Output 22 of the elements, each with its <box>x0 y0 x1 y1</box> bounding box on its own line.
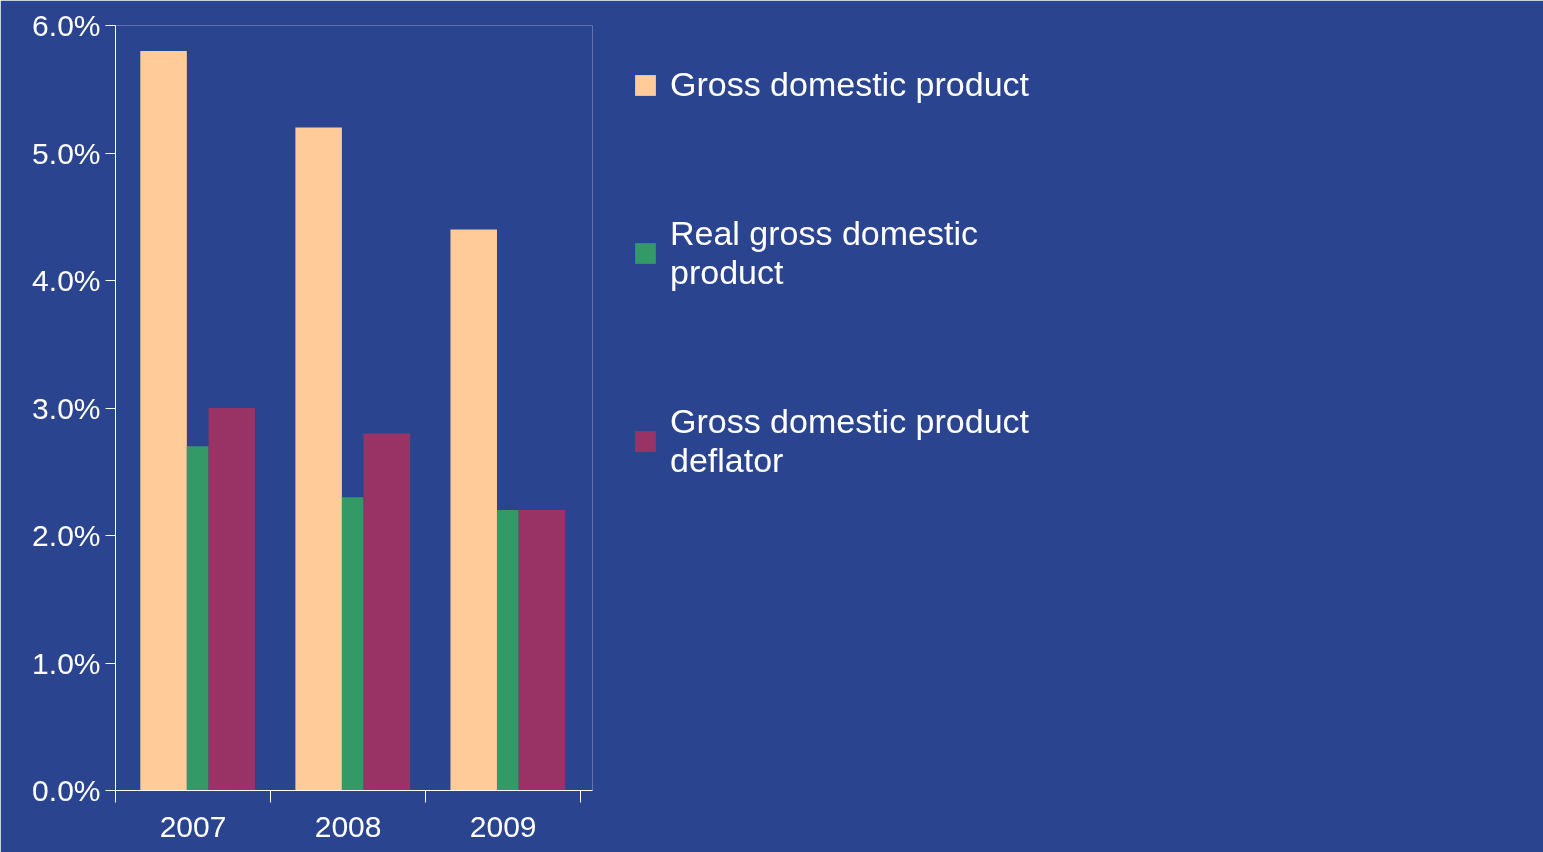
legend-label: Real gross domestic product <box>670 214 979 292</box>
bar <box>186 446 209 791</box>
y-tick-label: 1.0% <box>32 646 101 680</box>
bar <box>450 229 497 791</box>
x-tick-label: 2009 <box>469 809 537 843</box>
y-tick-label: 3.0% <box>32 391 101 425</box>
bar <box>295 127 342 791</box>
y-tick-label: 4.0% <box>32 264 101 297</box>
y-tick-label: 2.0% <box>32 519 101 552</box>
bar <box>496 510 519 791</box>
bar <box>341 497 364 791</box>
bar <box>363 433 411 791</box>
bar <box>208 408 256 791</box>
bar <box>140 51 187 791</box>
y-tick-label: 5.0% <box>32 136 101 170</box>
y-tick-label: 0.0% <box>32 774 101 807</box>
x-tick-label: 2008 <box>314 809 382 843</box>
legend-label: Gross domestic product deflator <box>670 402 1030 480</box>
legend-label: Gross domestic product <box>670 65 1030 104</box>
x-tick-label: 2007 <box>159 809 227 843</box>
bar <box>518 510 566 791</box>
y-tick-label: 6.0% <box>32 9 101 42</box>
